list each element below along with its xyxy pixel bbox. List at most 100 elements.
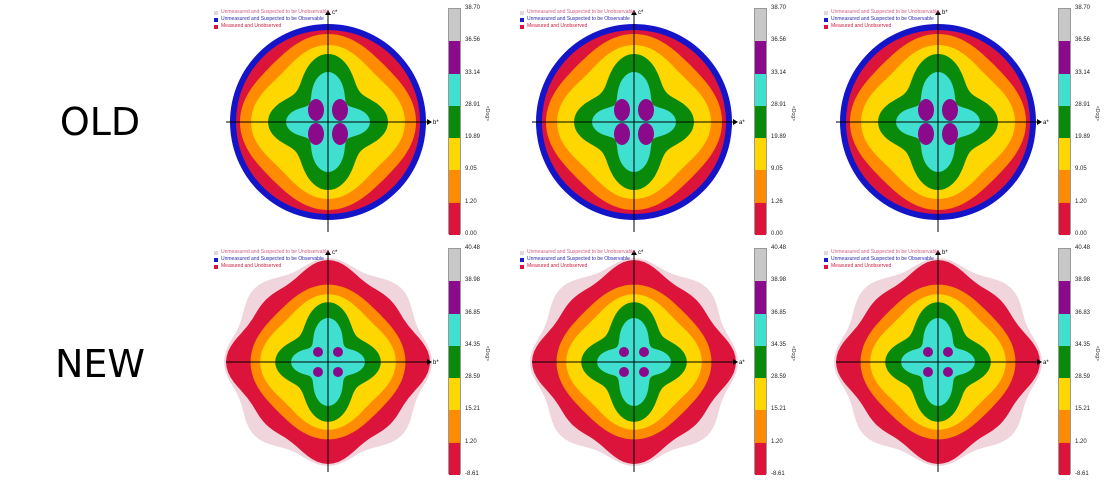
colorbar-tick-label: 33.14: [1075, 69, 1091, 76]
colorbar-axis-label: <Dog>: [484, 346, 490, 362]
legend-label: Measured and Unobserved: [527, 263, 588, 269]
purple-lobe: [333, 367, 343, 377]
colorbar-tick-label: 9.05: [465, 166, 477, 173]
colorbar-segment: [755, 73, 766, 107]
x-arrow: [733, 119, 738, 125]
colorbar-segment: [755, 170, 766, 204]
legend-label: Unmeasured and Suspected to be Observabl…: [527, 16, 630, 22]
heatmap-plot: b* a*: [836, 10, 1049, 232]
legend: Unmeasured and Suspected to be Unobserva…: [824, 9, 939, 30]
legend-entry: Measured and Unobserved: [214, 263, 329, 270]
legend-entry: Measured and Unobserved: [214, 23, 329, 30]
colorbar: [448, 248, 461, 476]
colorbar-segment: [1059, 442, 1070, 476]
colorbar-segment: [1059, 281, 1070, 315]
x-arrow: [1037, 359, 1042, 365]
colorbar-segment: [449, 410, 460, 444]
heatmap-plot: c* a*: [530, 250, 745, 472]
legend-swatch: [520, 24, 524, 29]
y-arrow: [325, 250, 331, 255]
purple-lobe: [918, 99, 934, 121]
legend-swatch: [214, 257, 218, 262]
legend-entry: Unmeasured and Suspected to be Observabl…: [520, 256, 635, 263]
colorbar-axis-label: <Dog>: [790, 346, 796, 362]
legend: Unmeasured and Suspected to be Unobserva…: [520, 249, 635, 270]
colorbar-segment: [1059, 170, 1070, 204]
colorbar-tick-label: 28.91: [1075, 101, 1091, 108]
legend-label: Unmeasured and Suspected to be Unobserva…: [221, 249, 330, 255]
colorbar-tick-label: -8.61: [1075, 471, 1089, 477]
purple-lobe: [942, 123, 958, 145]
x-axis-label: a*: [1043, 360, 1049, 366]
colorbar-segment: [1059, 313, 1070, 347]
legend-swatch: [214, 10, 218, 15]
purple-lobe: [308, 123, 324, 145]
colorbar: [448, 8, 461, 236]
colorbar-tick-label: 28.91: [771, 101, 787, 108]
legend-entry: Unmeasured and Suspected to be Observabl…: [520, 16, 635, 23]
chart-panel-old-1: c* b* Unmeasured and Suspected to be Unobs…: [214, 5, 490, 238]
legend-label: Unmeasured and Suspected to be Unobserva…: [831, 249, 940, 255]
purple-lobe: [614, 123, 630, 145]
colorbar-segment: [755, 105, 766, 139]
chart-panel-old-3: b* a* Unmeasured and Suspected to be Unobs…: [824, 5, 1100, 238]
purple-lobe: [638, 123, 654, 145]
colorbar-segment: [755, 410, 766, 444]
legend-swatch: [824, 264, 828, 269]
colorbar-segment: [449, 378, 460, 411]
legend-entry: Unmeasured and Suspected to be Unobserva…: [824, 249, 939, 256]
legend: Unmeasured and Suspected to be Unobserva…: [520, 9, 635, 30]
colorbar-tick-label: 28.59: [465, 374, 481, 381]
legend: Unmeasured and Suspected to be Unobserva…: [824, 249, 939, 270]
colorbar-segment: [1059, 249, 1070, 282]
colorbar-axis-label: <Dog>: [1094, 106, 1100, 122]
colorbar-tick-label: 34.35: [465, 341, 481, 348]
legend-label: Unmeasured and Suspected to be Observabl…: [221, 256, 324, 262]
legend-entry: Measured and Unobserved: [520, 263, 635, 270]
colorbar-tick-label: 19.89: [1075, 134, 1091, 141]
purple-lobe: [918, 123, 934, 145]
legend-label: Measured and Unobserved: [221, 263, 282, 269]
purple-lobe: [639, 347, 649, 357]
legend-entry: Unmeasured and Suspected to be Observabl…: [214, 16, 329, 23]
colorbar-axis-label: <Dog>: [1094, 346, 1100, 362]
y-axis-label: b*: [942, 10, 948, 16]
legend-swatch: [824, 250, 828, 255]
colorbar-tick-label: 38.70: [465, 5, 481, 11]
colorbar-segment: [449, 345, 460, 379]
legend-label: Unmeasured and Suspected to be Unobserva…: [527, 9, 636, 15]
legend-label: Measured and Unobserved: [831, 263, 892, 269]
colorbar-tick-label: 38.98: [1075, 277, 1091, 284]
x-arrow: [427, 119, 432, 125]
colorbar-tick-label: -8.61: [771, 471, 785, 477]
y-axis-label: c*: [332, 10, 338, 16]
colorbar-tick-label: 38.98: [465, 277, 481, 284]
purple-lobe: [619, 347, 629, 357]
chart-panel-new-3: b* a* Unmeasured and Suspected to be Unobs…: [824, 245, 1100, 478]
colorbar-segment: [755, 442, 766, 476]
colorbar-tick-label: 15.21: [465, 406, 481, 413]
colorbar-segment: [449, 138, 460, 171]
colorbar-tick-label: 36.85: [771, 309, 787, 316]
colorbar-segment: [449, 41, 460, 75]
colorbar: [754, 248, 767, 476]
colorbar-segment: [1059, 73, 1070, 107]
legend-label: Unmeasured and Suspected to be Observabl…: [527, 256, 630, 262]
colorbar-tick-label: 34.35: [771, 341, 787, 348]
purple-lobe: [313, 367, 323, 377]
colorbar-tick-label: 40.48: [465, 245, 481, 251]
legend-entry: Unmeasured and Suspected to be Unobserva…: [214, 9, 329, 16]
colorbar-segment: [449, 202, 460, 236]
legend-entry: Unmeasured and Suspected to be Observabl…: [214, 256, 329, 263]
colorbar-tick-label: 28.91: [465, 101, 481, 108]
legend-entry: Unmeasured and Suspected to be Unobserva…: [520, 9, 635, 16]
y-arrow: [631, 250, 637, 255]
colorbar-tick-label: 28.59: [771, 374, 787, 381]
purple-lobe: [614, 99, 630, 121]
purple-lobe: [943, 347, 953, 357]
colorbar-axis-label: <Dog>: [790, 106, 796, 122]
x-arrow: [427, 359, 432, 365]
legend-entry: Measured and Unobserved: [824, 23, 939, 30]
legend-label: Unmeasured and Suspected to be Unobserva…: [527, 249, 636, 255]
colorbar-tick-label: 33.14: [465, 69, 481, 76]
